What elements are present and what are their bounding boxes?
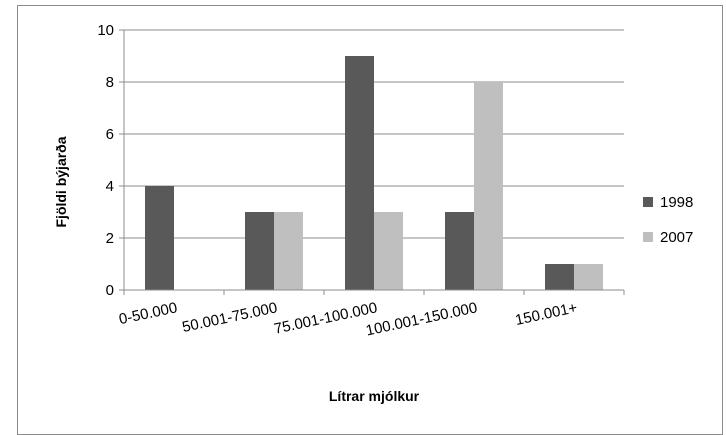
legend-label-2007: 2007 [660,229,693,246]
bar-2007 [474,82,503,290]
legend: 1998 2007 [643,194,693,246]
y-tick-label: 6 [106,126,114,143]
legend-swatch-2007 [643,232,653,242]
y-axis-title: Fjöldi býjarða [53,136,69,227]
x-tick-labels: 0-50.000 50.001-75.00075.001-100.000100.0… [117,299,579,339]
bar-2007 [374,212,403,290]
x-tick-label: 50.001-75.000 [181,299,279,336]
y-tick-label: 0 [106,282,114,299]
legend-label-1998: 1998 [660,194,693,211]
y-tick-label: 8 [106,74,114,91]
y-tick-label: 4 [106,178,114,195]
y-tick-label: 10 [97,22,114,39]
bar-1998 [345,56,374,290]
y-tick-labels: 0 2 4 6 8 10 [97,22,114,299]
bars [145,56,603,290]
bar-2007 [274,212,303,290]
x-tick-label: 0-50.000 [117,299,178,328]
axes [123,30,625,295]
x-tick-label: 150.001+ [514,299,579,329]
x-axis-title: Lítrar mjólkur [329,388,420,404]
x-tick-label: 100.001-150.000 [364,299,478,339]
bar-1998 [145,186,174,290]
bar-1998 [445,212,474,290]
bar-2007 [574,264,603,290]
y-tick-label: 2 [106,230,114,247]
bar-1998 [245,212,274,290]
legend-swatch-1998 [643,197,653,207]
bar-1998 [545,264,574,290]
x-tick-label: 75.001-100.000 [272,299,378,337]
